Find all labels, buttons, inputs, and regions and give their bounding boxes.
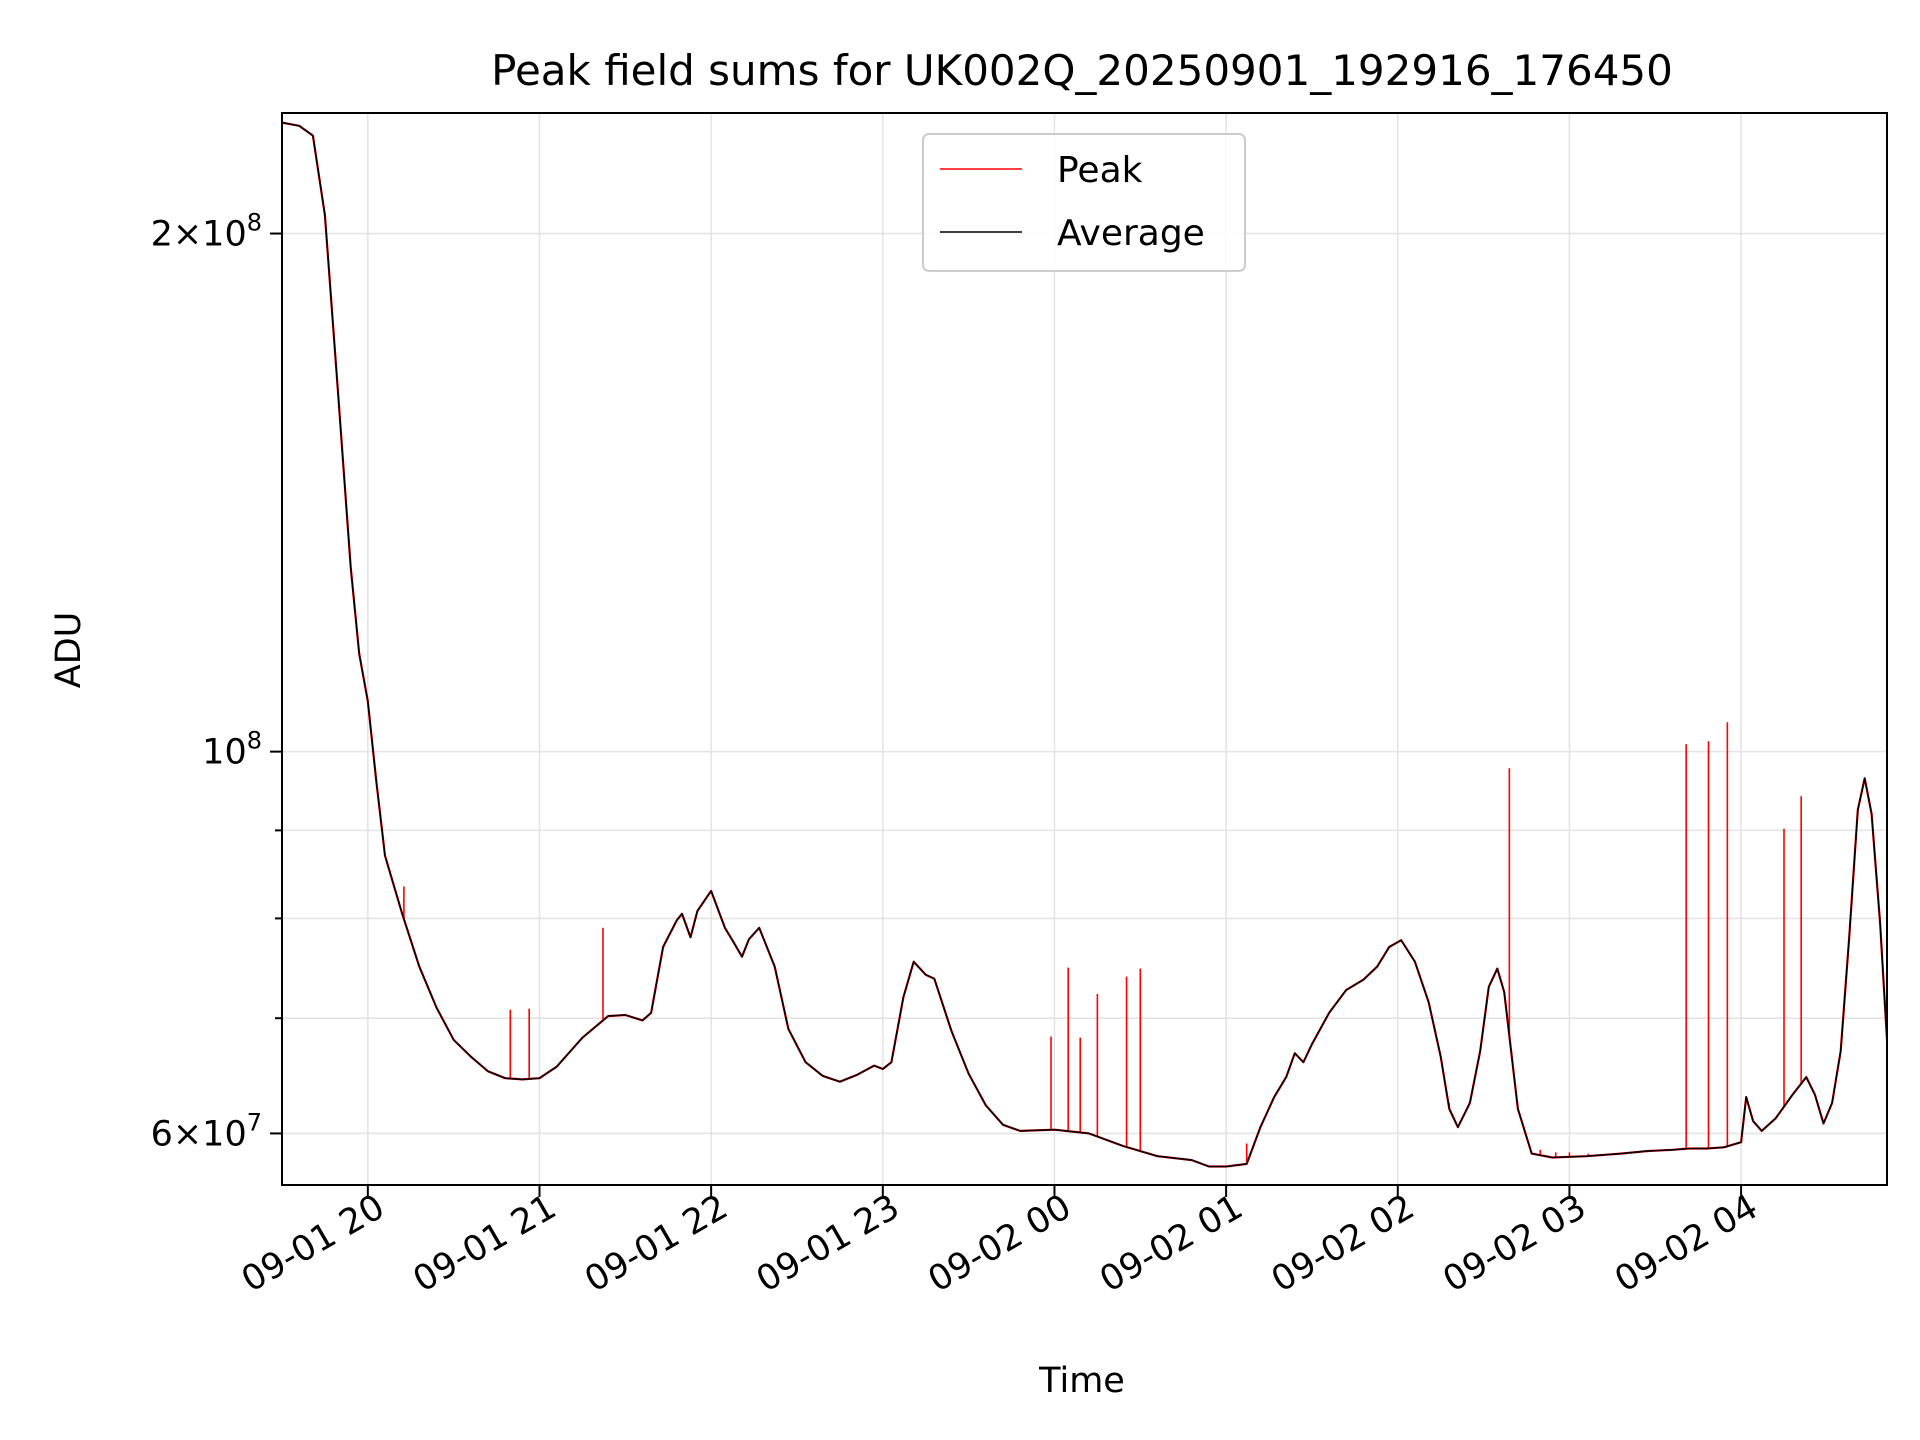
- x-tick-label: 09-02 02: [1265, 1187, 1421, 1300]
- plot-frame: [281, 112, 1888, 1186]
- x-tick-label: 09-02 00: [922, 1187, 1078, 1300]
- x-tick-label: 09-02 01: [1093, 1187, 1249, 1300]
- grid: [282, 113, 1887, 1185]
- y-tick-label: 6×107: [151, 1108, 262, 1154]
- x-tick-label: 09-01 20: [235, 1187, 391, 1300]
- series-layer: [282, 121, 1887, 1168]
- x-tick-label: 09-01 23: [750, 1187, 906, 1300]
- legend-label-average: Average: [1057, 213, 1205, 254]
- y-tick-label: 2×108: [151, 209, 262, 255]
- legend-label-peak: Peak: [1057, 150, 1143, 191]
- y-axis: 6×107 108 2×108: [151, 209, 282, 1154]
- x-axis: 09-01 20 09-01 21 09-01 22 09-01 23 09-02 00…: [235, 1185, 1765, 1300]
- x-tick-label: 09-02 03: [1437, 1187, 1593, 1300]
- series-line-peak: [282, 121, 1887, 1168]
- plot-area: [282, 121, 1887, 1168]
- legend: Peak Average: [922, 133, 1246, 272]
- x-axis-label: Time: [1038, 1361, 1125, 1401]
- series-line-average: [282, 121, 1887, 1168]
- y-axis-label: ADU: [49, 612, 89, 689]
- x-tick-label: 09-01 21: [407, 1187, 563, 1300]
- x-tick-label: 09-02 04: [1608, 1187, 1764, 1300]
- x-tick-label: 09-01 22: [578, 1187, 734, 1300]
- chart-title: Peak field sums for UK002Q_20250901_1929…: [491, 46, 1673, 95]
- y-tick-label: 108: [202, 727, 262, 773]
